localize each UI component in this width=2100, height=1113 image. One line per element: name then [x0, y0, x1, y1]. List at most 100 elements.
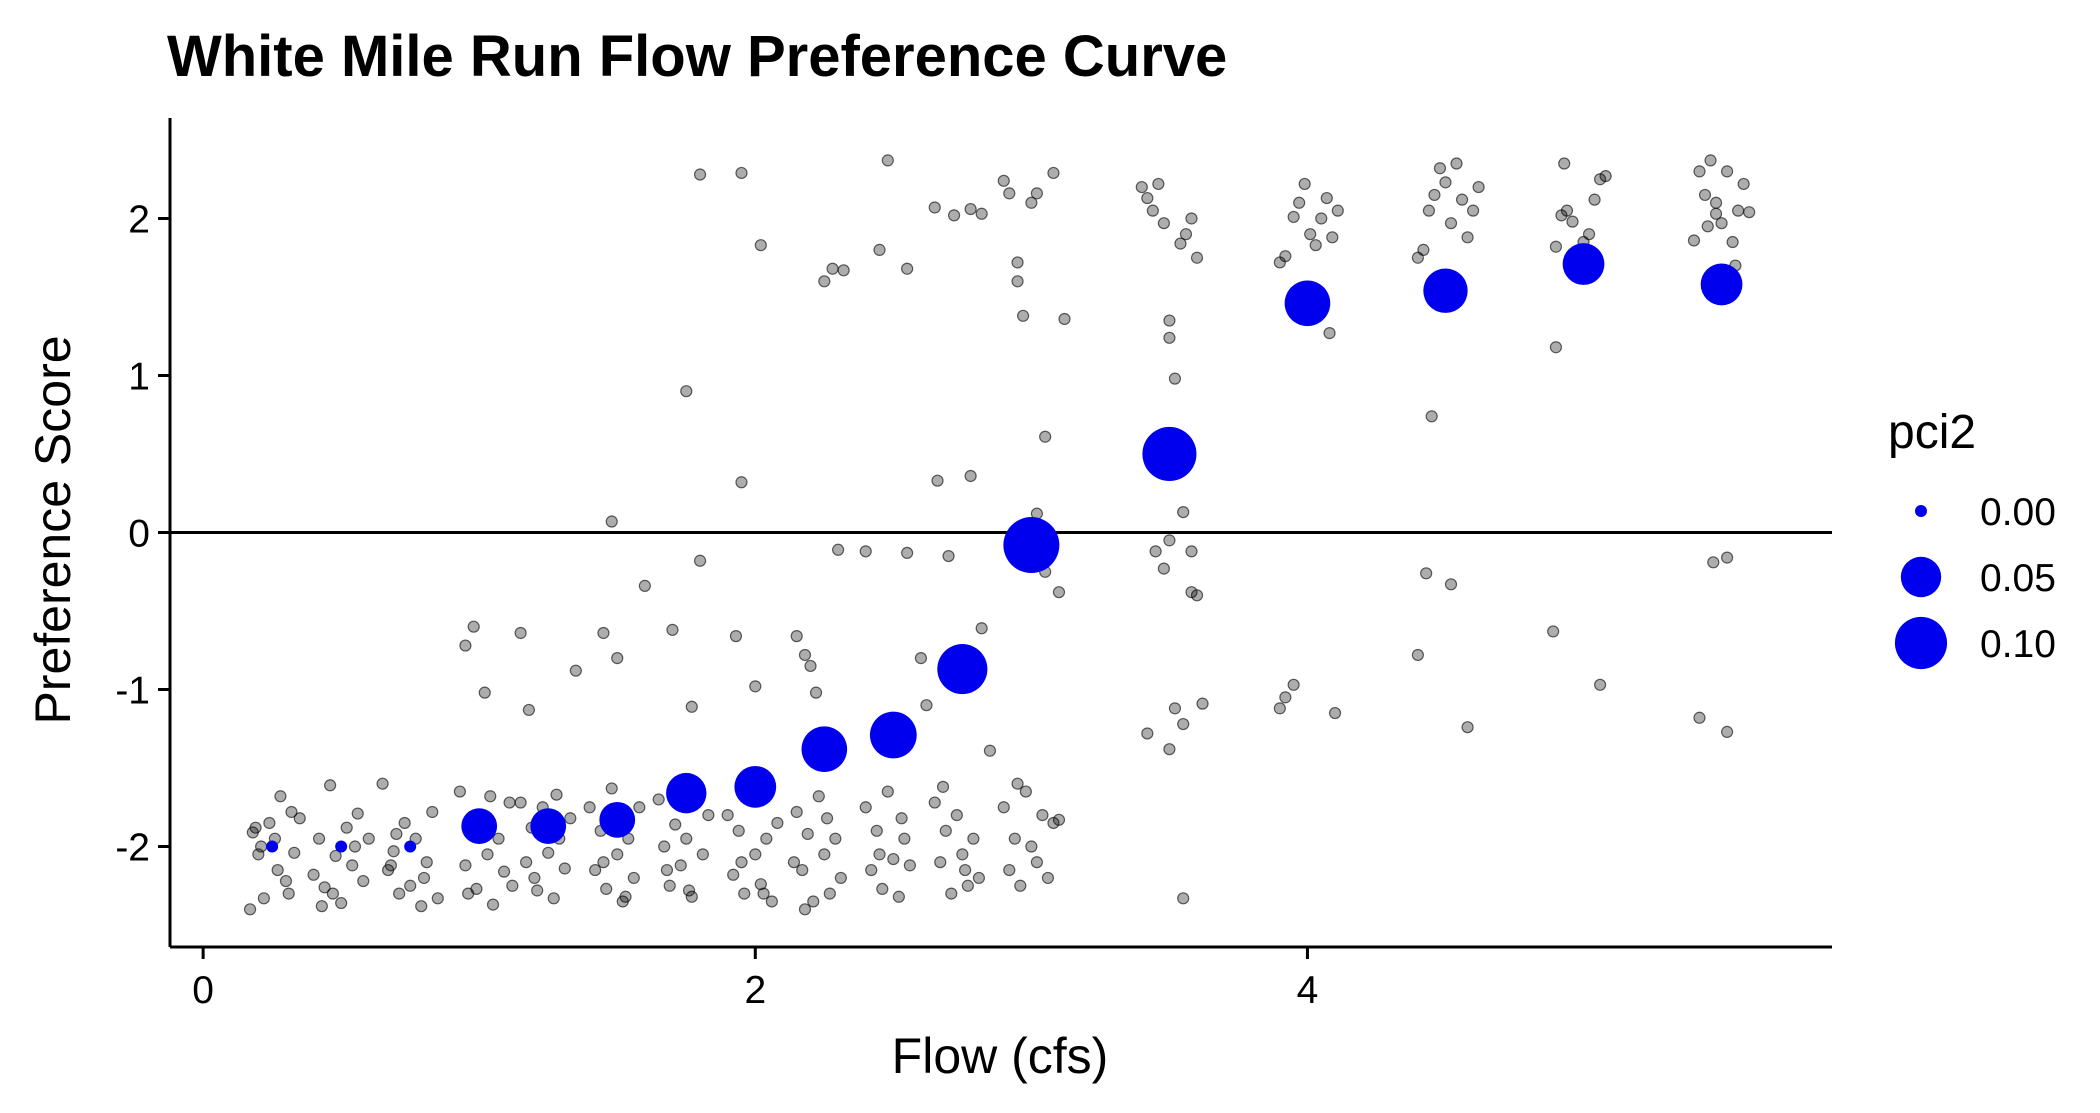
raw-point — [721, 809, 734, 822]
raw-point — [820, 812, 834, 825]
raw-point — [735, 166, 748, 180]
raw-point — [1328, 706, 1342, 720]
raw-point — [652, 793, 665, 806]
raw-point — [931, 474, 944, 487]
raw-point — [326, 887, 339, 900]
legend: pci2 0.00 0.05 0.10 — [1888, 406, 2056, 670]
raw-point — [865, 863, 878, 877]
raw-point — [881, 785, 894, 798]
raw-point — [901, 262, 914, 275]
raw-point — [514, 626, 527, 640]
raw-point — [589, 863, 602, 877]
raw-point — [972, 871, 986, 885]
raw-point — [959, 863, 972, 877]
raw-point — [1687, 234, 1701, 247]
raw-point — [1174, 237, 1187, 250]
raw-point — [834, 871, 847, 885]
raw-point — [558, 862, 571, 875]
raw-point — [1168, 702, 1182, 715]
raw-point — [398, 816, 411, 830]
raw-point — [892, 890, 905, 903]
raw-point — [484, 790, 497, 803]
raw-point — [1599, 169, 1612, 183]
raw-point — [950, 809, 963, 822]
raw-point — [961, 879, 974, 892]
raw-point — [663, 879, 676, 892]
raw-point — [1549, 341, 1563, 354]
raw-point — [312, 832, 326, 845]
raw-point — [881, 154, 894, 167]
raw-point — [837, 264, 850, 277]
raw-point — [324, 779, 337, 792]
summary-point — [801, 726, 848, 772]
raw-point — [1326, 231, 1339, 244]
raw-point — [348, 840, 362, 853]
raw-point — [1019, 785, 1032, 798]
raw-point — [1698, 188, 1712, 202]
raw-point — [550, 788, 563, 801]
raw-point — [771, 816, 784, 830]
raw-point — [453, 785, 466, 798]
raw-point — [274, 790, 287, 803]
raw-point — [1135, 180, 1148, 194]
summary-point — [937, 644, 988, 695]
legend-key — [1894, 616, 1948, 670]
summary-point — [461, 808, 498, 844]
raw-point — [1011, 777, 1024, 790]
raw-point — [696, 848, 709, 861]
raw-point — [1003, 863, 1016, 877]
raw-point — [1157, 562, 1170, 575]
raw-point — [1196, 697, 1209, 710]
raw-point — [1052, 813, 1066, 826]
raw-point — [1726, 235, 1739, 249]
raw-point — [340, 821, 353, 834]
x-tick-label: 0 — [192, 969, 214, 1012]
raw-point — [1737, 177, 1750, 191]
raw-point — [597, 856, 610, 869]
raw-point — [1417, 243, 1430, 256]
raw-point — [486, 898, 500, 911]
raw-point — [666, 623, 679, 636]
raw-point — [431, 892, 444, 905]
raw-point — [1709, 207, 1723, 220]
raw-point — [257, 892, 270, 905]
raw-point — [796, 863, 809, 877]
raw-point — [1025, 196, 1038, 209]
raw-point — [749, 848, 762, 861]
raw-point — [956, 848, 969, 861]
raw-point — [964, 469, 977, 483]
raw-point — [503, 796, 516, 809]
raw-point — [492, 832, 505, 845]
raw-point — [417, 871, 431, 885]
raw-point — [1547, 625, 1560, 638]
raw-points-group — [243, 154, 1756, 916]
raw-point — [1185, 545, 1198, 558]
raw-point — [1163, 314, 1176, 327]
raw-point — [801, 827, 814, 841]
raw-point — [876, 882, 889, 896]
raw-point — [1428, 188, 1441, 202]
raw-point — [1444, 578, 1458, 591]
raw-point — [934, 856, 947, 869]
raw-point — [798, 648, 812, 662]
raw-point — [1030, 856, 1043, 869]
raw-point — [823, 887, 836, 900]
raw-point — [390, 827, 403, 841]
legend-entries: 0.00 0.05 0.10 — [1894, 491, 2056, 670]
raw-point — [790, 805, 803, 819]
raw-point — [1047, 166, 1060, 180]
summary-point — [335, 840, 348, 853]
legend-label: 0.05 — [1980, 557, 2056, 600]
raw-point — [387, 845, 400, 858]
raw-point — [285, 805, 298, 819]
raw-point — [600, 882, 613, 896]
y-tick-label: -1 — [115, 670, 150, 713]
legend-key — [1915, 505, 1927, 517]
raw-point — [1323, 327, 1336, 340]
y-tick-label: 2 — [128, 198, 150, 241]
raw-point — [658, 840, 671, 853]
raw-point — [1011, 275, 1024, 288]
x-tick-label: 2 — [744, 969, 766, 1012]
raw-point — [1185, 212, 1198, 225]
raw-point — [754, 878, 767, 891]
